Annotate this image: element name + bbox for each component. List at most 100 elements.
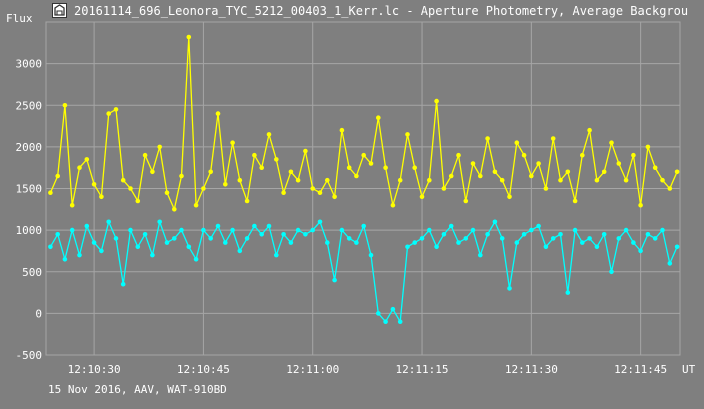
y-tick-label: 1000 bbox=[16, 224, 43, 237]
data-point bbox=[361, 223, 367, 229]
data-point bbox=[631, 152, 636, 158]
data-point bbox=[580, 240, 585, 245]
data-point bbox=[434, 244, 439, 250]
data-point bbox=[201, 186, 206, 191]
data-point bbox=[368, 161, 374, 166]
data-point bbox=[587, 236, 592, 241]
data-point bbox=[325, 177, 330, 183]
data-point bbox=[419, 236, 425, 241]
data-point bbox=[208, 169, 213, 175]
data-point bbox=[303, 148, 308, 154]
data-point bbox=[157, 219, 162, 225]
data-point bbox=[91, 182, 97, 187]
data-point bbox=[609, 140, 614, 145]
x-tick-label: 12:11:30 bbox=[505, 363, 558, 376]
data-point bbox=[113, 107, 119, 112]
data-point bbox=[179, 227, 184, 233]
data-point bbox=[521, 152, 527, 158]
data-point bbox=[106, 111, 111, 116]
data-point bbox=[580, 152, 585, 158]
data-point bbox=[492, 169, 498, 175]
data-point bbox=[616, 236, 622, 241]
data-point bbox=[616, 161, 622, 166]
data-point bbox=[529, 173, 534, 179]
data-point bbox=[303, 232, 308, 237]
data-point bbox=[652, 165, 658, 170]
data-point bbox=[441, 186, 447, 191]
data-point bbox=[485, 232, 490, 237]
series-layer bbox=[48, 34, 680, 325]
data-point bbox=[645, 144, 651, 150]
data-point bbox=[565, 169, 571, 175]
x-tick-label: 12:10:30 bbox=[68, 363, 121, 376]
data-point bbox=[361, 152, 367, 158]
y-tick-label: 2000 bbox=[16, 141, 43, 154]
data-point bbox=[514, 140, 520, 145]
data-point bbox=[412, 240, 418, 245]
observatory-app-icon[interactable] bbox=[52, 3, 67, 18]
x-axis-label: UT bbox=[682, 363, 696, 376]
data-point bbox=[55, 232, 60, 237]
data-point bbox=[565, 290, 571, 295]
data-point bbox=[492, 219, 498, 225]
data-point bbox=[478, 252, 483, 258]
data-point bbox=[317, 219, 323, 225]
data-point bbox=[150, 252, 155, 258]
data-point bbox=[587, 127, 592, 133]
data-point bbox=[558, 177, 563, 183]
data-point bbox=[631, 240, 636, 245]
data-point bbox=[77, 252, 82, 258]
data-point bbox=[281, 232, 286, 237]
data-point bbox=[660, 177, 665, 183]
data-point bbox=[368, 252, 374, 258]
data-point bbox=[558, 232, 563, 237]
data-point bbox=[550, 136, 556, 141]
data-point bbox=[201, 227, 206, 233]
data-point bbox=[48, 244, 53, 250]
data-point bbox=[259, 165, 265, 170]
data-point bbox=[550, 236, 556, 241]
data-point bbox=[397, 177, 403, 183]
data-point bbox=[346, 165, 352, 170]
data-point bbox=[215, 111, 221, 116]
x-tick-label: 12:10:45 bbox=[177, 363, 230, 376]
data-point bbox=[463, 198, 469, 204]
data-point bbox=[521, 232, 527, 237]
data-point bbox=[572, 227, 578, 233]
data-point bbox=[499, 236, 505, 241]
data-point bbox=[390, 306, 396, 312]
data-point bbox=[259, 232, 265, 237]
data-point bbox=[48, 190, 53, 195]
data-point bbox=[325, 240, 330, 245]
data-point bbox=[594, 244, 600, 250]
data-point bbox=[113, 236, 119, 241]
data-point bbox=[543, 186, 549, 191]
data-point bbox=[383, 165, 388, 170]
data-point bbox=[135, 198, 141, 204]
y-tick-label: 0 bbox=[35, 307, 42, 320]
data-point bbox=[405, 244, 410, 250]
data-point bbox=[667, 186, 673, 191]
data-point bbox=[193, 257, 199, 262]
data-point bbox=[193, 202, 199, 208]
data-point bbox=[288, 240, 294, 245]
data-point bbox=[339, 227, 345, 233]
data-point bbox=[223, 240, 228, 245]
data-point bbox=[514, 240, 520, 245]
data-point bbox=[441, 232, 447, 237]
tick-labels: -500 0 500 1000 1500 2000 2500 3000 12:10:30 12:1… bbox=[16, 58, 668, 376]
data-point bbox=[376, 311, 381, 316]
data-point bbox=[135, 244, 141, 250]
data-point bbox=[601, 232, 607, 237]
data-point bbox=[660, 227, 665, 233]
data-point bbox=[55, 173, 60, 179]
title-bar: 20161114_696_Leonora_TYC_5212_00403_1_Ke… bbox=[0, 0, 704, 22]
data-point bbox=[419, 194, 425, 200]
data-point bbox=[157, 144, 162, 150]
data-point bbox=[572, 198, 578, 204]
data-point bbox=[99, 194, 104, 200]
data-point bbox=[601, 169, 607, 175]
data-point bbox=[69, 227, 75, 233]
data-point bbox=[77, 165, 82, 170]
data-point bbox=[376, 115, 381, 120]
